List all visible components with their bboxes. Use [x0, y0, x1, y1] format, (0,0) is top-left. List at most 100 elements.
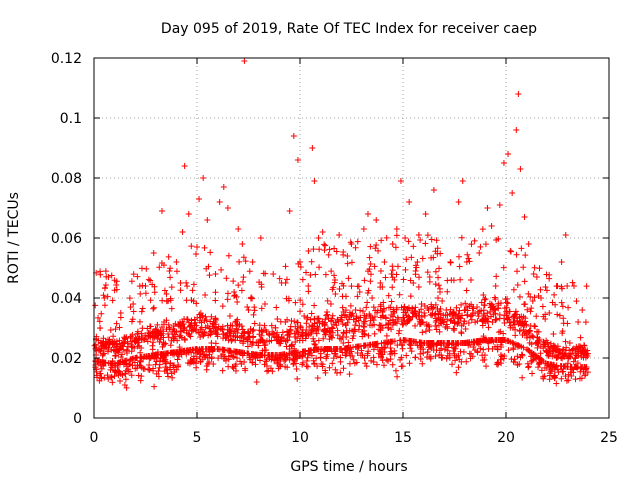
data-point	[109, 379, 116, 386]
data-point-peak	[542, 316, 549, 322]
data-point	[343, 327, 350, 334]
data-point	[393, 271, 400, 278]
data-point	[436, 265, 443, 272]
data-point	[138, 364, 145, 371]
data-point	[154, 321, 161, 328]
data-point-peak	[476, 250, 483, 256]
data-point	[321, 320, 328, 327]
data-point	[177, 287, 184, 294]
data-point	[440, 319, 447, 326]
data-point	[401, 318, 408, 325]
data-point	[250, 311, 257, 318]
data-point-peak	[364, 211, 371, 217]
data-point	[582, 370, 589, 377]
data-point	[386, 317, 393, 324]
data-point	[445, 340, 452, 347]
data-point	[532, 323, 539, 330]
data-point	[570, 345, 577, 352]
data-point	[371, 330, 378, 337]
data-point	[383, 315, 390, 322]
data-point	[564, 320, 571, 327]
data-point	[324, 297, 331, 304]
data-point-peak	[360, 226, 367, 232]
data-point-peak	[239, 241, 246, 247]
data-point	[309, 322, 316, 329]
data-point-peak	[554, 283, 561, 289]
data-point	[359, 308, 366, 315]
data-point	[138, 265, 145, 272]
data-point	[377, 267, 384, 274]
data-point	[161, 368, 168, 375]
data-point	[222, 357, 229, 364]
data-point	[492, 310, 499, 317]
data-point	[562, 373, 569, 380]
data-point-peak	[533, 274, 540, 280]
data-point	[225, 356, 232, 363]
data-point	[319, 363, 326, 370]
data-point	[346, 360, 353, 367]
data-point	[150, 339, 157, 346]
data-point	[239, 278, 246, 285]
data-point	[405, 238, 412, 245]
data-point	[574, 364, 581, 370]
data-point	[336, 285, 343, 292]
data-point	[322, 271, 329, 278]
data-point	[549, 299, 556, 306]
data-point	[101, 302, 108, 309]
data-point-peak	[393, 226, 400, 232]
data-point	[572, 350, 579, 357]
data-point	[340, 365, 347, 372]
data-point	[167, 274, 174, 281]
data-point-peak	[455, 199, 462, 205]
data-point	[533, 313, 540, 320]
data-point	[531, 322, 538, 329]
data-point-peak	[257, 235, 264, 241]
data-point	[328, 334, 335, 341]
data-point	[264, 368, 271, 375]
data-point	[387, 345, 394, 352]
data-point	[100, 351, 107, 358]
data-point-peak	[311, 178, 318, 184]
data-point	[450, 325, 457, 332]
data-point	[348, 283, 355, 290]
data-point	[186, 347, 193, 354]
data-point	[251, 320, 258, 327]
data-point-peak	[323, 328, 330, 334]
data-point	[316, 320, 323, 327]
data-point	[488, 337, 495, 343]
data-point-peak	[200, 175, 207, 181]
data-point	[388, 298, 395, 305]
data-point	[121, 340, 128, 347]
data-point	[494, 346, 501, 353]
data-point	[202, 313, 209, 320]
data-point	[174, 337, 181, 344]
data-point	[512, 332, 519, 339]
data-point	[400, 337, 407, 344]
data-point	[101, 374, 108, 381]
data-point	[349, 335, 356, 342]
data-point	[393, 320, 400, 327]
data-point	[275, 354, 282, 361]
data-point	[303, 316, 310, 323]
data-point	[167, 297, 174, 304]
data-point	[362, 315, 369, 322]
data-point	[434, 245, 441, 252]
data-point	[261, 347, 268, 354]
data-point	[191, 316, 198, 323]
data-point	[305, 288, 312, 295]
data-point	[364, 299, 371, 306]
data-point	[292, 338, 299, 345]
data-point	[311, 325, 318, 332]
data-point	[156, 338, 163, 345]
data-points	[91, 58, 591, 391]
data-point	[553, 380, 560, 387]
data-point	[530, 270, 537, 277]
data-point	[410, 243, 417, 250]
data-point	[112, 326, 119, 333]
data-point-peak	[562, 232, 569, 238]
data-point-peak	[177, 280, 184, 286]
data-point	[405, 304, 412, 311]
data-point	[202, 291, 209, 298]
data-point	[371, 313, 378, 320]
data-point	[214, 331, 221, 338]
